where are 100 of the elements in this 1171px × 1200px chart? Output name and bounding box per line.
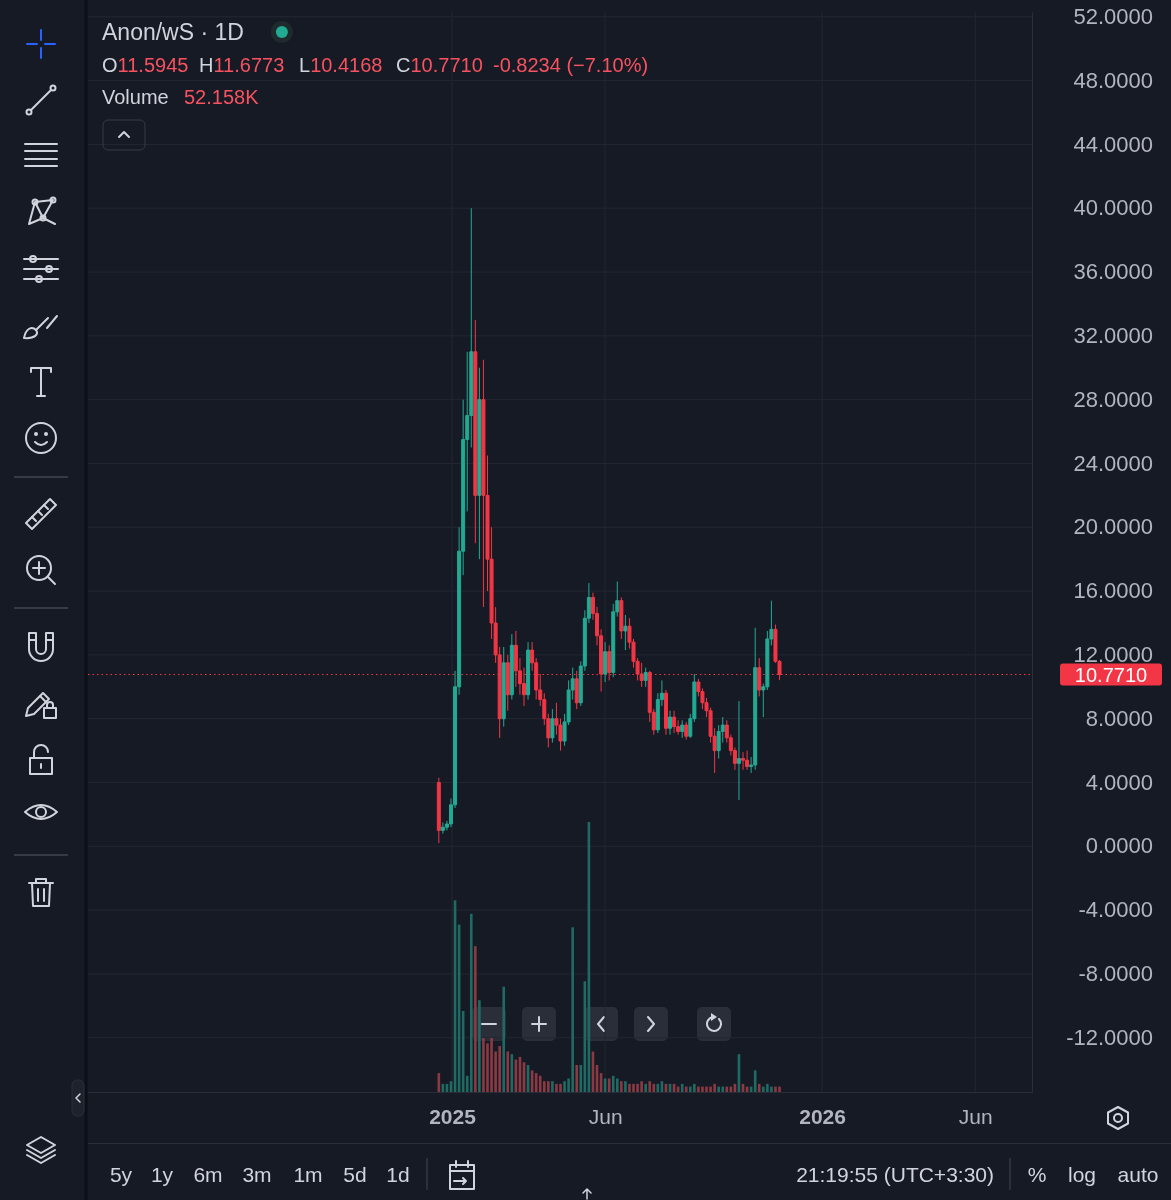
bar: [575, 1065, 579, 1092]
y-tick-label: 36.0000: [1073, 259, 1153, 285]
text: 1d: [386, 1163, 410, 1186]
candlestick: [668, 710, 673, 736]
candlestick: [753, 627, 758, 771]
bar: [770, 1086, 773, 1092]
y-tick-label: 40.0000: [1073, 195, 1153, 221]
annotation: Volume: [102, 86, 169, 108]
bar: [632, 1083, 635, 1092]
candlestick: [526, 641, 531, 701]
bar: [490, 1038, 493, 1092]
bar: [615, 1078, 619, 1092]
x-tick-label: 2025: [429, 1104, 477, 1128]
y-tick-label: -4.0000: [1078, 897, 1153, 923]
bar: [620, 1081, 623, 1092]
y-tick-label: 24.0000: [1073, 450, 1153, 476]
text: auto: [1117, 1163, 1159, 1186]
y-tick-label: 32.0000: [1073, 322, 1153, 348]
bar: [697, 1086, 700, 1092]
bar: [563, 1081, 566, 1092]
bar: [762, 1086, 765, 1092]
candlestick: [603, 641, 608, 683]
text: %: [1027, 1163, 1047, 1186]
bar: [648, 1081, 652, 1092]
candlestick: [473, 319, 478, 544]
bar: [624, 1081, 627, 1092]
annotation: L10.4168: [299, 54, 383, 76]
bar: [474, 946, 477, 1092]
bar: [555, 1083, 558, 1092]
text: 1m: [293, 1163, 323, 1186]
candlestick: [639, 662, 644, 688]
bar: [551, 1081, 554, 1092]
y-tick-label: 28.0000: [1073, 386, 1153, 412]
candlestick: [505, 654, 510, 712]
bar: [498, 1046, 501, 1092]
bar: [502, 986, 506, 1092]
candlestick: [680, 719, 685, 739]
bar: [652, 1083, 656, 1092]
bar: [766, 1083, 769, 1092]
bar: [611, 1075, 615, 1092]
candlestick: [757, 657, 762, 697]
candlestick: [619, 596, 624, 640]
bar: [717, 1086, 720, 1092]
candlestick: [736, 700, 741, 801]
bar: [693, 1083, 696, 1092]
bar: [774, 1086, 777, 1092]
text: 6m: [193, 1163, 223, 1186]
candlestick: [741, 751, 746, 771]
bar: [640, 1081, 643, 1092]
annotation: -0.8234 (−7.10%): [493, 54, 649, 76]
text: log: [1067, 1163, 1097, 1186]
bar: [628, 1083, 631, 1092]
bar: [478, 1000, 481, 1092]
bar: [547, 1081, 550, 1092]
candlestick: [550, 708, 555, 744]
text: 5y: [109, 1163, 133, 1186]
bar: [721, 1086, 725, 1092]
bar: [701, 1086, 704, 1092]
candlestick: [663, 689, 668, 736]
candlestick: [501, 646, 506, 728]
candlestick: [440, 821, 445, 835]
bar: [538, 1075, 542, 1092]
bar: [506, 1051, 510, 1092]
y-tick-label: 0.0000: [1085, 833, 1153, 859]
candlestick: [672, 710, 677, 734]
y-tick-label: -12.0000: [1066, 1024, 1153, 1050]
annotation: C10.7710: [396, 54, 483, 76]
y-tick-label: 4.0000: [1085, 769, 1153, 795]
bar: [688, 1086, 692, 1092]
x-tick-label: Jun: [588, 1104, 623, 1128]
bar: [709, 1086, 712, 1092]
bar: [469, 913, 473, 1092]
y-tick-label: -8.0000: [1078, 961, 1153, 987]
candlestick: [477, 367, 482, 560]
annotation: O11.5945: [102, 54, 189, 76]
y-tick-label: 48.0000: [1073, 67, 1153, 93]
text: 3m: [242, 1163, 272, 1186]
bar: [482, 1038, 485, 1092]
candlestick: [745, 750, 750, 771]
annotation: 52.158K: [184, 86, 260, 108]
bar: [713, 1083, 716, 1092]
bar: [684, 1086, 688, 1092]
y-tick-label: 8.0000: [1085, 705, 1153, 731]
chart-title: Anon/wS · 1D: [102, 19, 244, 45]
bar: [705, 1086, 708, 1092]
candlestick: [684, 721, 689, 740]
bar: [757, 1083, 761, 1092]
bar: [571, 927, 574, 1092]
candlestick: [436, 777, 441, 844]
candlestick: [481, 359, 486, 608]
bar: [778, 1086, 781, 1092]
bar: [559, 1083, 562, 1092]
bar: [636, 1083, 639, 1092]
x-tick-label: 2026: [799, 1104, 846, 1128]
candlestick: [623, 614, 628, 651]
candlestick: [509, 633, 514, 701]
text: 5d: [343, 1163, 367, 1186]
bar: [644, 1083, 647, 1092]
candlestick: [643, 667, 648, 688]
bar: [579, 1065, 583, 1092]
